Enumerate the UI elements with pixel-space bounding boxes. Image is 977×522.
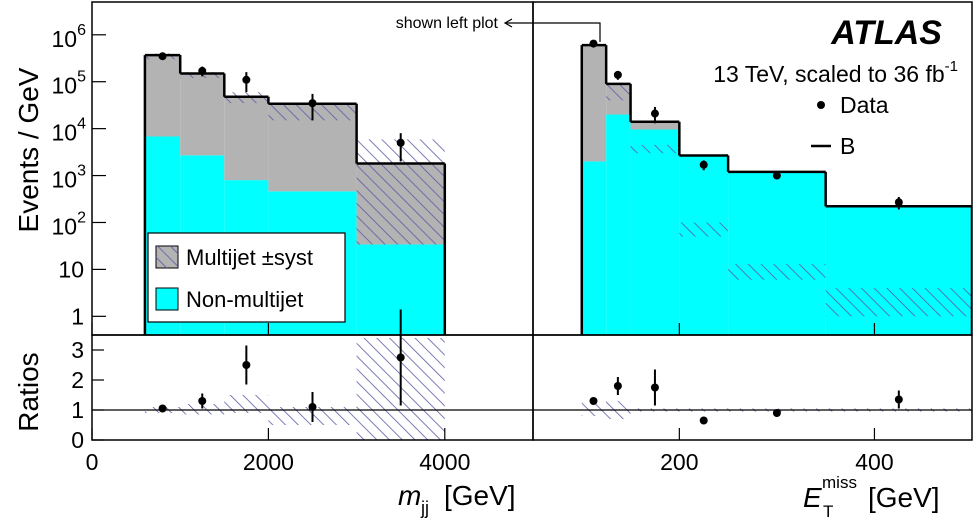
y-tick-label: 104 xyxy=(52,116,87,146)
x-tick-label: 0 xyxy=(86,449,99,475)
data-point xyxy=(613,70,622,79)
data-point xyxy=(589,39,598,48)
stack-bar xyxy=(728,172,826,335)
subtitle-sup: -1 xyxy=(945,58,958,75)
ratio-point xyxy=(772,409,781,417)
y-tick-base: 10 xyxy=(52,213,78,239)
ratio-point xyxy=(613,382,622,390)
subtitle-text: 13 TeV, scaled to 36 fb xyxy=(713,61,944,87)
y-tick-exponent: 6 xyxy=(77,22,86,39)
ratio-point xyxy=(158,404,167,413)
stack-bar xyxy=(581,45,607,162)
right-plot xyxy=(533,39,972,425)
legend-label: B xyxy=(840,133,855,159)
x-tick-label: 2000 xyxy=(243,449,294,475)
y-tick-base: 10 xyxy=(52,120,78,146)
stack-bar xyxy=(679,156,729,335)
y-tick-label: 106 xyxy=(52,22,87,52)
ratio-axis-label: Ratios xyxy=(13,352,44,431)
subtitle: 13 TeV, scaled to 36 fb-1 xyxy=(713,58,958,87)
x-label-sub: T xyxy=(823,502,833,521)
stack-bar xyxy=(180,73,225,156)
x-tick-label: 400 xyxy=(855,449,893,475)
y-tick-exponent: 2 xyxy=(77,209,86,226)
syst-band xyxy=(630,144,680,154)
y-tick-label: 1 xyxy=(71,303,84,329)
experiment-label: ATLAS xyxy=(830,14,942,52)
y-tick-exponent: 4 xyxy=(77,116,86,133)
ratio-band xyxy=(224,395,269,413)
data-point xyxy=(772,171,781,180)
frame xyxy=(532,334,973,441)
x-label-unit: [GeV] xyxy=(444,480,516,511)
x-tick-label: 200 xyxy=(660,449,698,475)
data-point xyxy=(242,75,251,84)
ratio-point xyxy=(198,397,207,405)
y-axis-label: Events / GeV xyxy=(13,67,44,232)
ratio-y-tick-label: 2 xyxy=(71,367,84,393)
x-tick-label: 4000 xyxy=(419,449,470,475)
ratio-point xyxy=(699,416,708,425)
x-label-sub: jj xyxy=(420,498,429,518)
ratio-y-tick-label: 3 xyxy=(71,337,84,363)
syst-band xyxy=(825,288,972,317)
data-point xyxy=(894,198,903,207)
data-point xyxy=(308,99,317,108)
legend-label: Non-multijet xyxy=(186,287,303,312)
x-label-symbol: m xyxy=(398,480,421,511)
y-tick-label: 105 xyxy=(52,69,87,99)
legend-label: Data xyxy=(840,92,889,118)
stack-bar xyxy=(581,161,607,335)
ratio-point xyxy=(396,353,405,362)
ratio-point xyxy=(242,361,251,369)
x-label-symbol: E xyxy=(803,482,822,513)
y-tick-base: 10 xyxy=(52,167,78,193)
stack-bar xyxy=(224,96,269,181)
legend-swatch-hatch xyxy=(156,246,178,268)
syst-band xyxy=(679,222,729,237)
stack-bar xyxy=(630,121,680,130)
ratio-y-tick-label: 1 xyxy=(71,397,84,423)
legend-swatch xyxy=(155,287,179,311)
data-point xyxy=(396,138,405,147)
stack-bar xyxy=(144,55,181,137)
y-tick-label: 102 xyxy=(52,209,87,239)
ratio-point xyxy=(894,395,903,404)
y-tick-base: 10 xyxy=(52,73,78,99)
ratio-y-tick-label: 0 xyxy=(71,427,84,453)
stack-bar xyxy=(630,129,680,335)
legend: Multijet ±syst Non-multijet xyxy=(147,232,346,323)
legend-label: Multijet ±syst xyxy=(186,245,313,270)
annotation: shown left plot xyxy=(396,15,499,32)
y-tick-exponent: 3 xyxy=(77,163,86,180)
ratio-point xyxy=(589,397,598,405)
x-label-sup: miss xyxy=(822,473,857,492)
data-point xyxy=(198,66,207,75)
legend-box xyxy=(147,232,346,323)
data-point xyxy=(699,160,708,169)
legend: Data B xyxy=(811,92,889,159)
data-point xyxy=(650,109,659,118)
ratio-point xyxy=(308,403,317,411)
x-label-unit: [GeV] xyxy=(868,482,940,513)
ratio-point xyxy=(650,383,659,392)
syst-band xyxy=(728,264,826,280)
annotation-arrow xyxy=(503,18,601,42)
ratio-band xyxy=(180,404,225,415)
y-tick-label: 103 xyxy=(52,163,87,193)
y-tick-exponent: 5 xyxy=(77,69,86,86)
ratio-band xyxy=(581,402,607,416)
data-point xyxy=(158,52,167,61)
y-tick-label: 10 xyxy=(58,256,84,282)
syst-band xyxy=(606,83,631,101)
y-tick-base: 10 xyxy=(52,26,78,52)
legend-data-marker xyxy=(817,101,825,109)
stack-bar xyxy=(606,114,631,335)
